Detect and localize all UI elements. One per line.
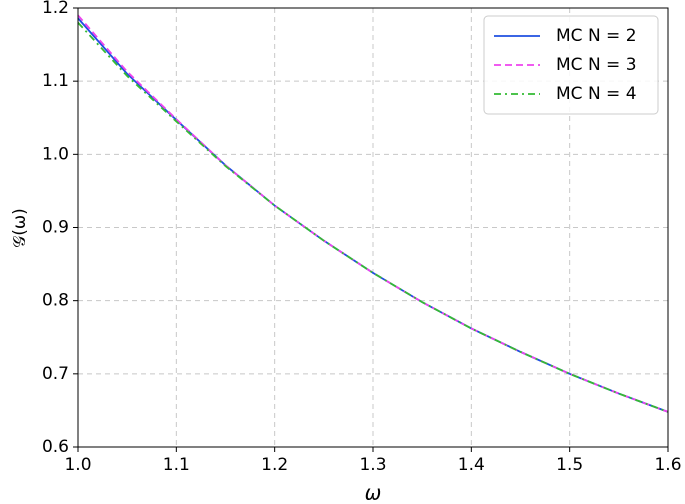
x-tick-label: 1.5 [556, 455, 583, 475]
line-series [77, 22, 669, 413]
x-tick-label: 1.2 [261, 455, 288, 475]
x-tick-label: 1.3 [359, 455, 386, 475]
line-series [77, 14, 669, 413]
x-tick-label: 1.1 [163, 455, 190, 475]
y-tick-label: 1.2 [42, 0, 69, 18]
x-tick-label: 1.4 [458, 455, 485, 475]
y-tick-label: 0.9 [42, 218, 69, 238]
legend-label: MC N = 4 [556, 84, 637, 104]
y-tick-label: 0.6 [42, 437, 69, 457]
legend-label: MC N = 3 [556, 55, 637, 75]
y-tick-label: 0.7 [42, 364, 69, 384]
legend: MC N = 2 MC N = 3 MC N = 4 [483, 15, 659, 115]
y-tick-label: 1.1 [42, 71, 69, 91]
y-axis-label: 𝒢(ω) [10, 208, 30, 248]
legend-label: MC N = 2 [556, 26, 637, 46]
x-tick-label: 1.0 [64, 455, 91, 475]
x-axis-label: ω [365, 481, 382, 504]
plot-frame [77, 7, 669, 448]
legend-box [483, 15, 659, 115]
y-tick-label: 0.8 [42, 291, 69, 311]
x-tick-label: 1.6 [654, 455, 681, 475]
y-tick-label: 1.0 [42, 144, 69, 164]
